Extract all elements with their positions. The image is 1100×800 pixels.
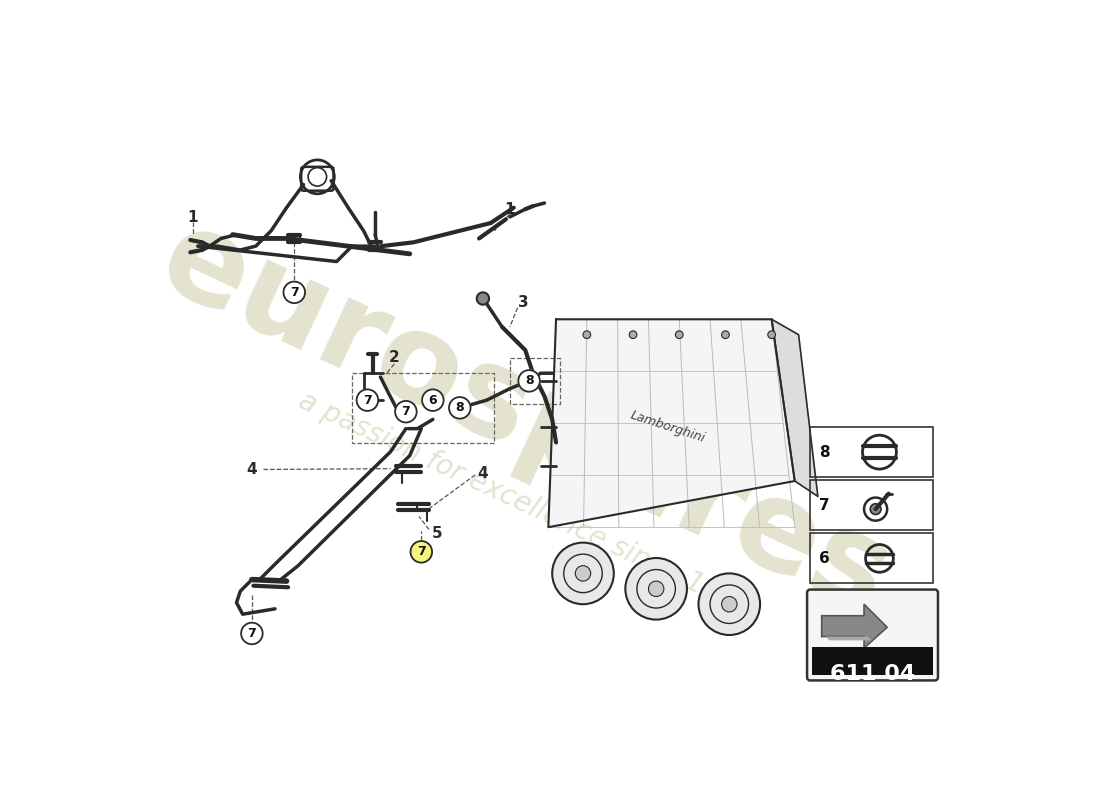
Circle shape [722, 331, 729, 338]
Polygon shape [548, 319, 794, 527]
Circle shape [722, 597, 737, 612]
Circle shape [552, 542, 614, 604]
Bar [810, 427, 933, 477]
Text: 8: 8 [525, 374, 533, 387]
Circle shape [518, 370, 540, 392]
Circle shape [449, 397, 471, 418]
Text: a passion for excellence since 1985: a passion for excellence since 1985 [294, 386, 757, 622]
Polygon shape [822, 604, 887, 648]
Circle shape [675, 331, 683, 338]
Circle shape [625, 558, 686, 619]
Text: 2: 2 [389, 350, 399, 366]
Circle shape [356, 390, 378, 411]
Text: 4: 4 [246, 462, 257, 477]
Text: Lamborghini: Lamborghini [628, 409, 707, 446]
Polygon shape [772, 319, 818, 496]
Circle shape [648, 581, 664, 597]
Circle shape [476, 292, 490, 305]
Bar [813, 646, 933, 675]
Text: 8: 8 [818, 445, 829, 460]
Polygon shape [825, 637, 871, 640]
Circle shape [870, 504, 881, 514]
Text: 7: 7 [363, 394, 372, 406]
Circle shape [284, 282, 305, 303]
Text: 8: 8 [455, 402, 464, 414]
Text: 1: 1 [505, 202, 515, 218]
Circle shape [422, 390, 443, 411]
Text: 5: 5 [431, 526, 442, 541]
Circle shape [583, 331, 591, 338]
Text: eurospares: eurospares [142, 198, 909, 642]
Text: 7: 7 [248, 627, 256, 640]
Bar [810, 534, 933, 583]
FancyBboxPatch shape [807, 590, 938, 681]
Circle shape [698, 574, 760, 635]
Text: 7: 7 [402, 405, 410, 418]
Text: 4: 4 [477, 466, 488, 481]
Text: 3: 3 [518, 295, 529, 310]
Circle shape [575, 566, 591, 581]
Text: 7: 7 [290, 286, 298, 299]
Bar [810, 480, 933, 530]
Circle shape [395, 401, 417, 422]
Text: 611 04: 611 04 [829, 663, 915, 683]
Text: 6: 6 [818, 551, 829, 566]
Text: 1: 1 [187, 210, 198, 225]
Circle shape [241, 622, 263, 644]
Text: 6: 6 [429, 394, 437, 406]
Circle shape [629, 331, 637, 338]
Circle shape [768, 331, 776, 338]
Text: 7: 7 [818, 498, 829, 513]
Circle shape [410, 541, 432, 562]
Text: 7: 7 [417, 546, 426, 558]
